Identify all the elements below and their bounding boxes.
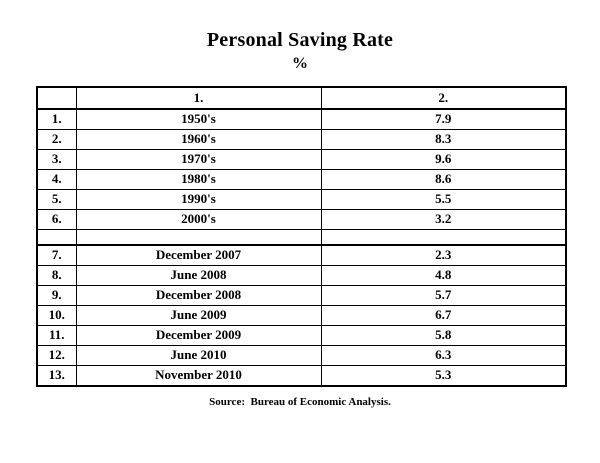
table-row: 11. December 2009 5.8 [36, 325, 567, 346]
header-cell-blank [36, 86, 77, 110]
table-row: 2. 1960's 8.3 [36, 129, 567, 150]
table-row: 10. June 2009 6.7 [36, 305, 567, 326]
page-title: Personal Saving Rate [206, 29, 394, 51]
row-number-cell: 13. [36, 365, 77, 387]
value-cell: 5.5 [320, 189, 567, 210]
table-spacer-row [36, 229, 567, 246]
period-cell: 1980's [75, 169, 322, 190]
row-number-cell: 7. [36, 244, 77, 266]
period-cell: 1960's [75, 129, 322, 150]
table-row: 3. 1970's 9.6 [36, 149, 567, 170]
period-cell: 1950's [75, 108, 322, 130]
period-cell: June 2008 [75, 265, 322, 286]
table-row: 12. June 2010 6.3 [36, 345, 567, 366]
page-subtitle-percent: % [292, 55, 308, 72]
period-cell: June 2009 [75, 305, 322, 326]
row-number-cell: 9. [36, 285, 77, 306]
period-cell: December 2007 [75, 244, 322, 266]
row-number-cell: 8. [36, 265, 77, 286]
period-cell: November 2010 [75, 365, 322, 387]
row-number-cell: 12. [36, 345, 77, 366]
value-cell: 5.8 [320, 325, 567, 346]
value-cell [320, 229, 567, 246]
saving-rate-table: 1. 2. 1. 1950's 7.9 2. 1960's 8.3 3. 197… [36, 86, 567, 387]
value-cell: 2.3 [320, 244, 567, 266]
row-number-cell: 10. [36, 305, 77, 326]
value-cell: 5.7 [320, 285, 567, 306]
row-number-cell: 2. [36, 129, 77, 150]
period-cell: June 2010 [75, 345, 322, 366]
period-cell: December 2009 [75, 325, 322, 346]
table-row: 1. 1950's 7.9 [36, 108, 567, 130]
row-number-cell: 5. [36, 189, 77, 210]
value-cell: 6.3 [320, 345, 567, 366]
value-cell: 6.7 [320, 305, 567, 326]
period-cell: December 2008 [75, 285, 322, 306]
period-cell: 2000's [75, 209, 322, 230]
header-cell-col1: 1. [75, 86, 322, 110]
value-cell: 5.3 [320, 365, 567, 387]
table-row: 7. December 2007 2.3 [36, 244, 567, 266]
period-cell: 1990's [75, 189, 322, 210]
row-number-cell: 3. [36, 149, 77, 170]
row-number-cell: 1. [36, 108, 77, 130]
value-cell: 3.2 [320, 209, 567, 230]
table-row: 8. June 2008 4.8 [36, 265, 567, 286]
value-cell: 4.8 [320, 265, 567, 286]
value-cell: 8.6 [320, 169, 567, 190]
table-row: 6. 2000's 3.2 [36, 209, 567, 230]
header-cell-col2: 2. [320, 86, 567, 110]
table-row: 4. 1980's 8.6 [36, 169, 567, 190]
period-cell [75, 229, 322, 246]
row-number-cell [36, 229, 77, 246]
row-number-cell: 4. [36, 169, 77, 190]
table-row: 13. November 2010 5.3 [36, 365, 567, 387]
table-header-row: 1. 2. [36, 86, 567, 110]
table-row: 5. 1990's 5.5 [36, 189, 567, 210]
row-number-cell: 6. [36, 209, 77, 230]
value-cell: 8.3 [320, 129, 567, 150]
row-number-cell: 11. [36, 325, 77, 346]
value-cell: 7.9 [320, 108, 567, 130]
table-row: 9. December 2008 5.7 [36, 285, 567, 306]
source-note: Source: Bureau of Economic Analysis. [209, 396, 391, 408]
value-cell: 9.6 [320, 149, 567, 170]
period-cell: 1970's [75, 149, 322, 170]
